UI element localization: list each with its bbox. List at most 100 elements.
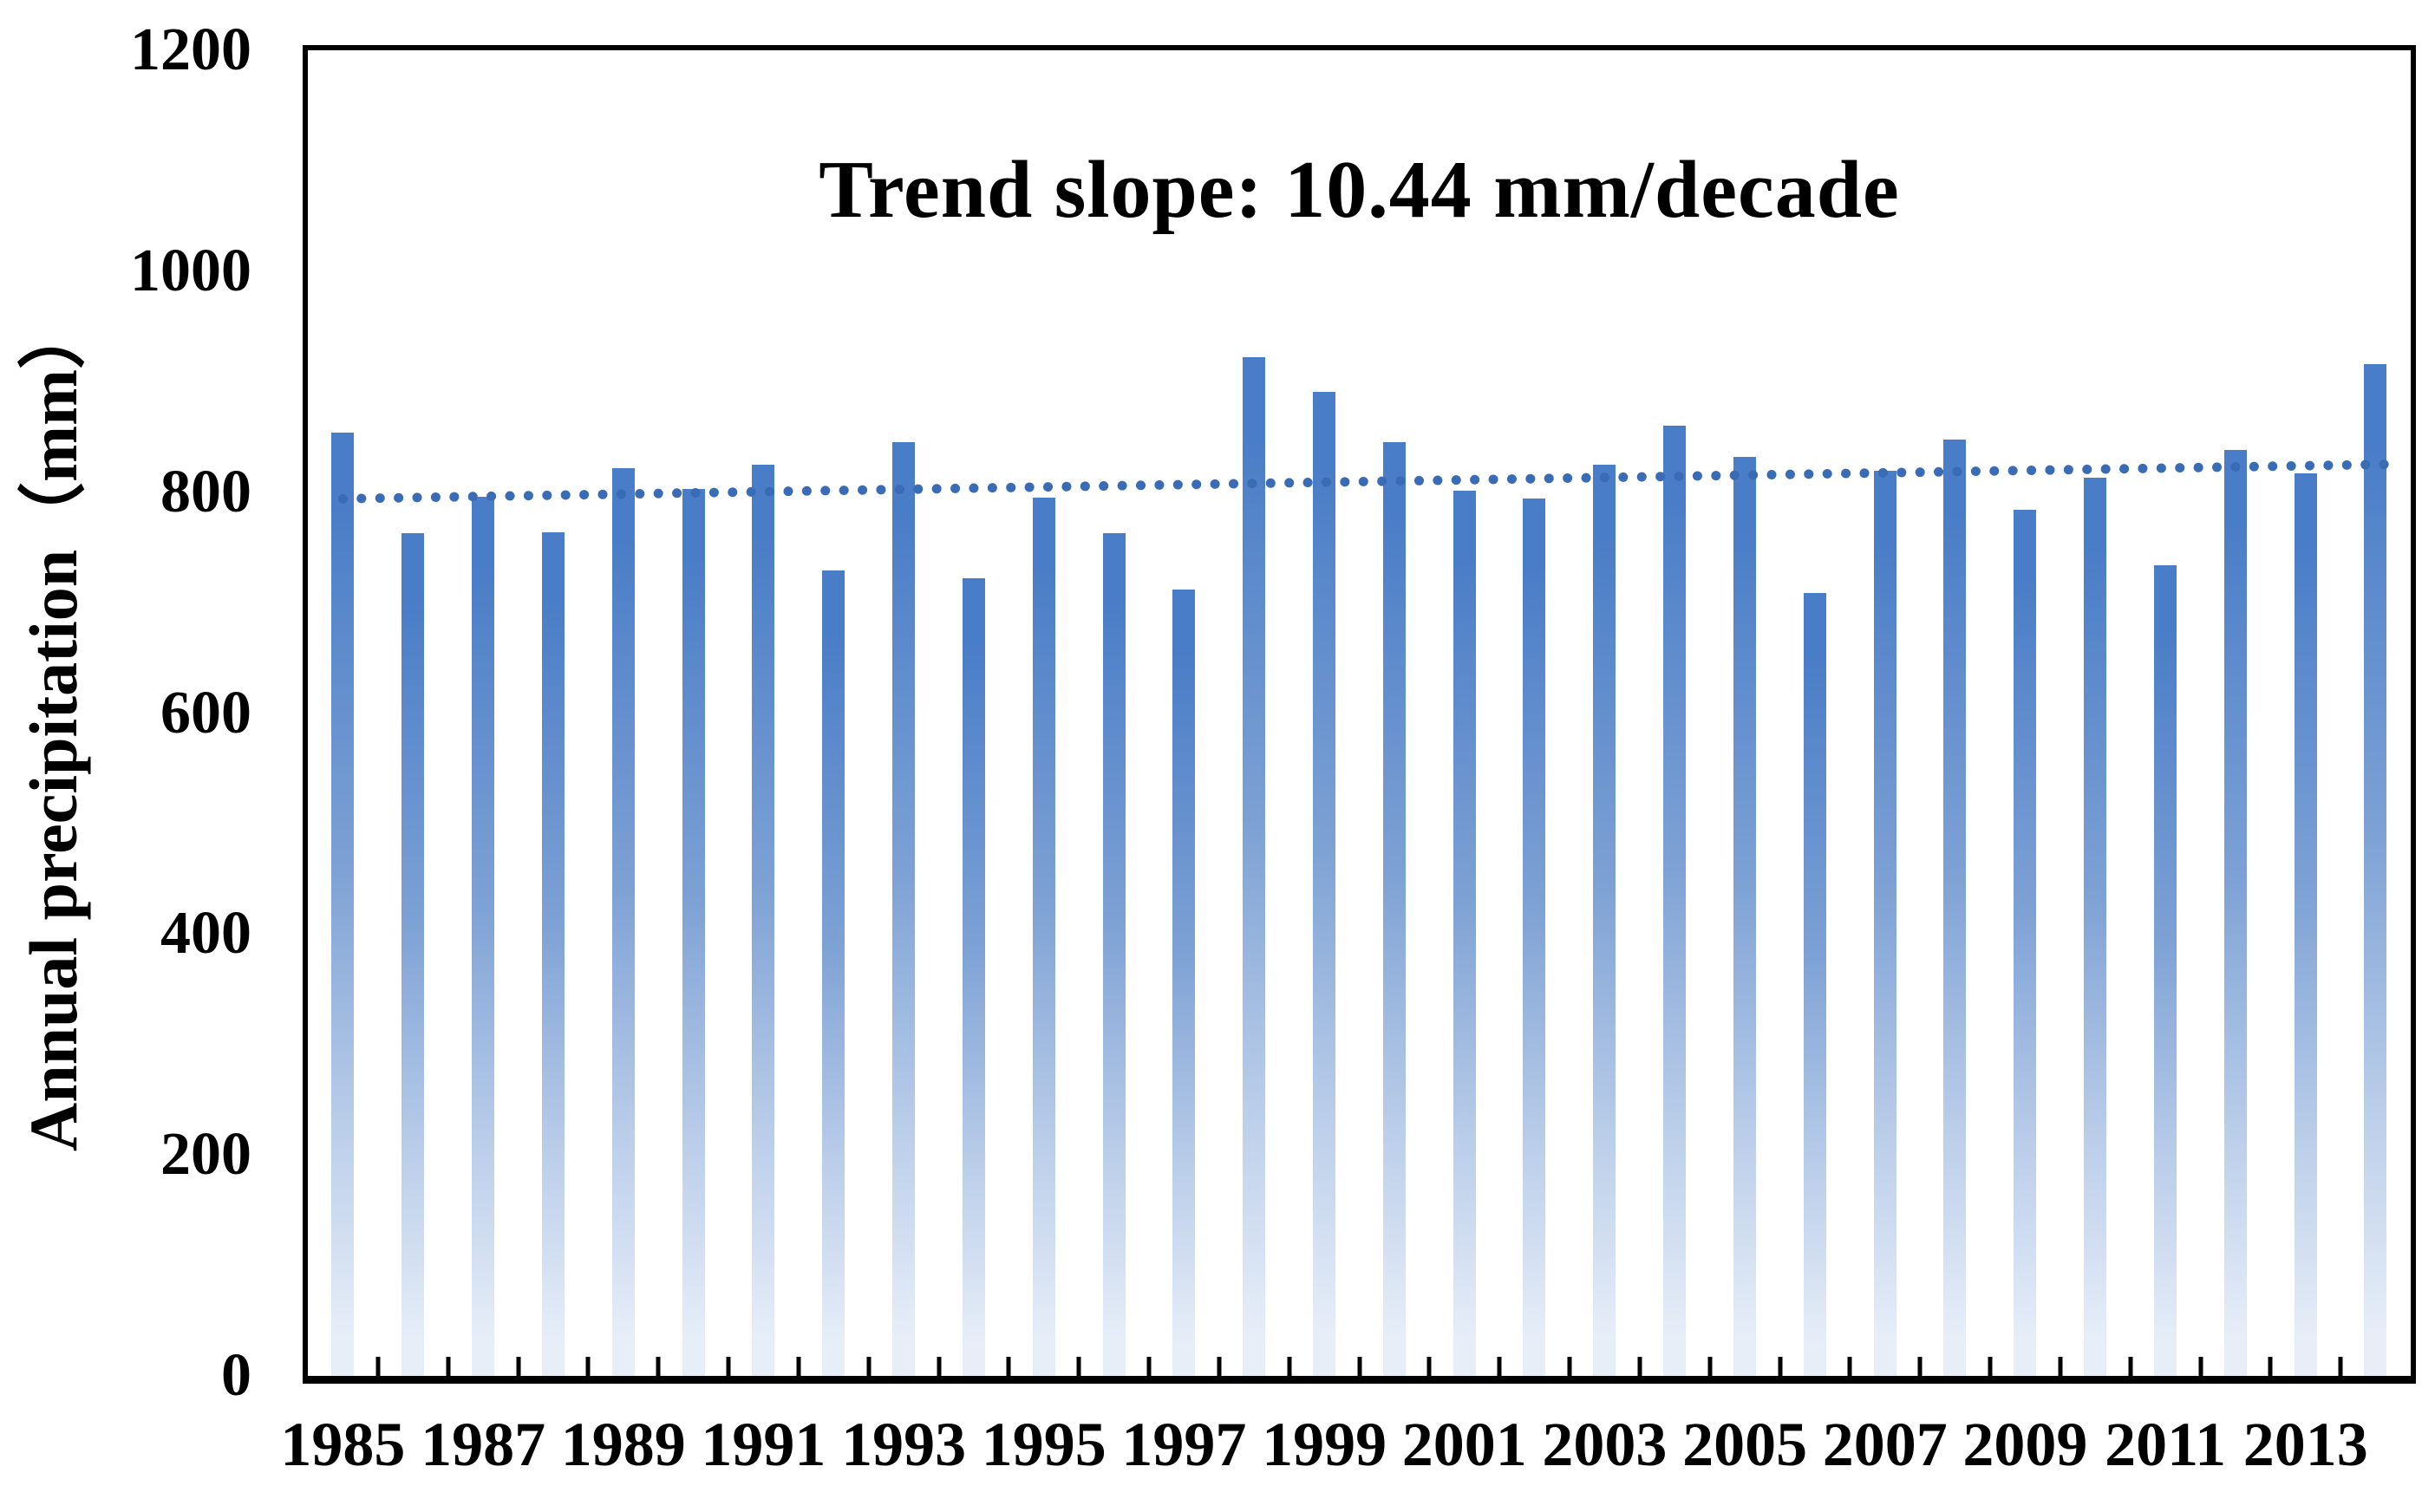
x-tick-label-2011: 2011 bbox=[2105, 1410, 2227, 1479]
bar-1992 bbox=[822, 570, 845, 1376]
bar-1989 bbox=[611, 467, 635, 1376]
x-axis-tick bbox=[1357, 1357, 1361, 1376]
x-axis-tick bbox=[2058, 1357, 2063, 1376]
x-axis-tick bbox=[1778, 1357, 1782, 1376]
x-axis-tick bbox=[585, 1357, 591, 1376]
y-tick-label-800: 800 bbox=[160, 458, 251, 525]
x-tick-label-1993: 1993 bbox=[841, 1410, 967, 1479]
bar-2001 bbox=[1453, 491, 1476, 1376]
bar-slot-2005 bbox=[1710, 50, 1780, 1376]
bar-1991 bbox=[752, 464, 775, 1376]
x-axis-tick bbox=[375, 1357, 381, 1376]
x-axis-tick bbox=[1426, 1357, 1432, 1376]
bar-2014 bbox=[2364, 363, 2387, 1376]
bar-slot-1997 bbox=[1149, 50, 1219, 1376]
plot-area bbox=[308, 50, 2411, 1376]
bar-2010 bbox=[2084, 478, 2107, 1376]
x-axis-tick bbox=[1637, 1357, 1642, 1376]
x-axis-tick bbox=[1217, 1357, 1222, 1376]
x-axis-tick bbox=[1988, 1357, 1993, 1376]
x-tick-label-2005: 2005 bbox=[1682, 1410, 1808, 1479]
bar-slot-2008 bbox=[1920, 50, 1990, 1376]
bar-slot-1998 bbox=[1219, 50, 1289, 1376]
x-tick-label-1995: 1995 bbox=[981, 1410, 1107, 1479]
bar-1986 bbox=[401, 532, 425, 1376]
bar-2004 bbox=[1663, 426, 1687, 1376]
bar-1988 bbox=[541, 531, 565, 1376]
x-tick-label-2001: 2001 bbox=[1401, 1410, 1527, 1479]
bar-slot-1988 bbox=[518, 50, 588, 1376]
bar-slot-2011 bbox=[2131, 50, 2201, 1376]
x-tick-label-1989: 1989 bbox=[560, 1410, 686, 1479]
x-axis-tick bbox=[726, 1357, 731, 1376]
bar-2006 bbox=[1803, 592, 1826, 1376]
bar-2003 bbox=[1593, 464, 1616, 1376]
y-tick-label-200: 200 bbox=[160, 1121, 251, 1189]
trend-line bbox=[337, 459, 2392, 504]
x-axis-tick bbox=[516, 1357, 520, 1376]
x-axis-tick bbox=[2338, 1357, 2343, 1376]
bar-1990 bbox=[682, 488, 705, 1376]
bar-slot-1990 bbox=[658, 50, 728, 1376]
bar-slot-1985 bbox=[308, 50, 378, 1376]
bar-slot-1992 bbox=[799, 50, 869, 1376]
bar-1993 bbox=[892, 442, 916, 1376]
bar-slot-1999 bbox=[1289, 50, 1360, 1376]
x-axis-tick bbox=[1707, 1357, 1713, 1376]
x-axis-tick bbox=[1287, 1357, 1292, 1376]
x-axis-tick bbox=[2128, 1357, 2133, 1376]
x-tick-label-1997: 1997 bbox=[1121, 1410, 1247, 1479]
bar-slot-2009 bbox=[1990, 50, 2060, 1376]
bar-slot-1996 bbox=[1079, 50, 1149, 1376]
bar-slot-1993 bbox=[869, 50, 939, 1376]
bar-slot-2007 bbox=[1850, 50, 1920, 1376]
y-tick-label-1200: 1200 bbox=[130, 16, 251, 83]
x-axis-tick bbox=[796, 1357, 801, 1376]
bar-1998 bbox=[1243, 357, 1266, 1376]
y-tick-label-600: 600 bbox=[160, 679, 251, 746]
bar-slot-1987 bbox=[448, 50, 519, 1376]
bar-slot-2012 bbox=[2200, 50, 2270, 1376]
x-tick-label-1991: 1991 bbox=[701, 1410, 826, 1479]
x-axis-tick bbox=[1146, 1357, 1152, 1376]
bar-2011 bbox=[2153, 564, 2177, 1376]
x-axis-tick bbox=[656, 1357, 661, 1376]
chart-title: Trend slope: 10.44 mm/decade bbox=[819, 145, 1900, 235]
bar-slot-1989 bbox=[588, 50, 658, 1376]
bar-1987 bbox=[472, 496, 495, 1376]
bar-2009 bbox=[2014, 510, 2037, 1376]
bar-2000 bbox=[1382, 442, 1406, 1376]
x-axis-tick bbox=[1497, 1357, 1502, 1376]
bar-slot-2010 bbox=[2060, 50, 2131, 1376]
trend-dotted-line bbox=[337, 459, 2392, 504]
x-axis-tick bbox=[2198, 1357, 2203, 1376]
bar-slot-2001 bbox=[1429, 50, 1499, 1376]
x-axis-tick bbox=[2268, 1357, 2273, 1376]
y-tick-label-0: 0 bbox=[221, 1342, 251, 1409]
bar-2005 bbox=[1733, 456, 1756, 1376]
x-tick-label-1999: 1999 bbox=[1262, 1410, 1387, 1479]
bar-slot-1994 bbox=[938, 50, 1009, 1376]
x-axis-tick bbox=[1567, 1357, 1572, 1376]
x-axis-tick bbox=[937, 1357, 941, 1376]
bar-slot-2003 bbox=[1570, 50, 1640, 1376]
bar-slot-2014 bbox=[2340, 50, 2411, 1376]
x-axis-tick bbox=[446, 1357, 451, 1376]
x-tick-label-2003: 2003 bbox=[1542, 1410, 1668, 1479]
bar-slot-2002 bbox=[1499, 50, 1570, 1376]
bar-slot-1986 bbox=[378, 50, 448, 1376]
bar-1999 bbox=[1313, 391, 1335, 1376]
x-axis-tick bbox=[1006, 1357, 1011, 1376]
bar-slot-2004 bbox=[1640, 50, 1710, 1376]
bar-1996 bbox=[1102, 532, 1126, 1376]
bar-2002 bbox=[1523, 499, 1546, 1376]
y-tick-label-1000: 1000 bbox=[130, 237, 251, 304]
x-axis-tick bbox=[1847, 1357, 1852, 1376]
bar-2013 bbox=[2294, 473, 2317, 1376]
bar-1994 bbox=[962, 578, 985, 1376]
bar-2007 bbox=[1873, 471, 1896, 1376]
bar-1995 bbox=[1032, 498, 1055, 1376]
x-tick-label-2013: 2013 bbox=[2242, 1410, 2368, 1479]
bar-2008 bbox=[1943, 439, 1967, 1376]
